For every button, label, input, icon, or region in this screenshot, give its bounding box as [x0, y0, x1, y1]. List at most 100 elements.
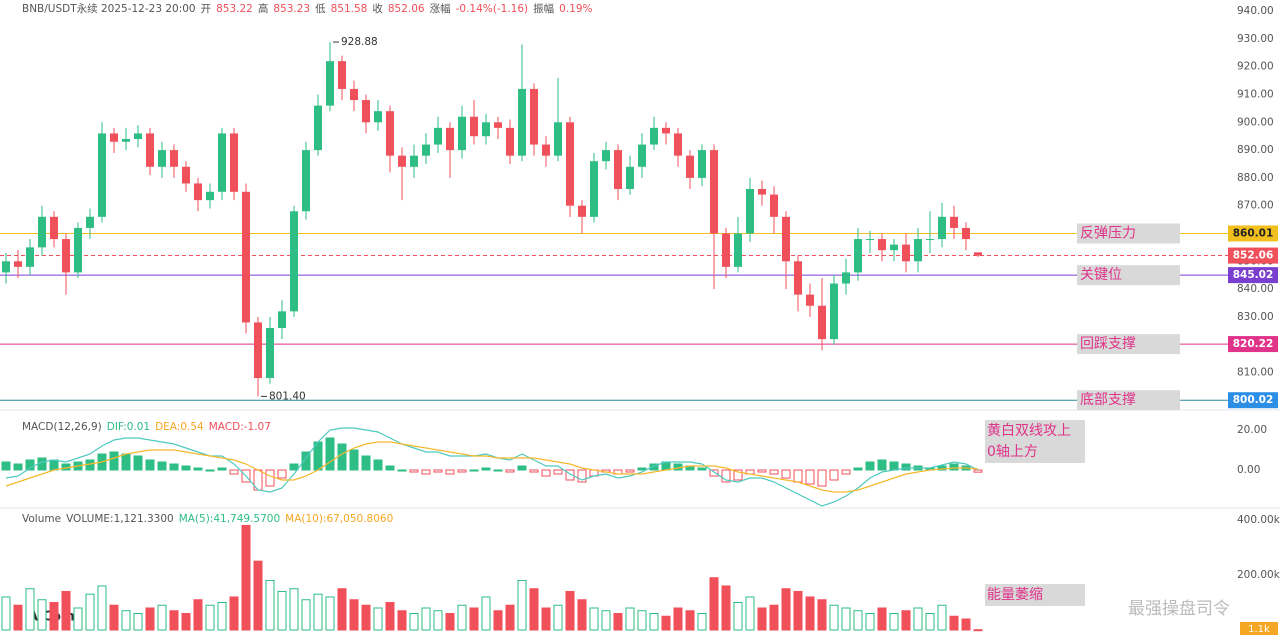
- volume-bar: [373, 607, 383, 631]
- legend-item: -0.14%(-1.16): [456, 3, 529, 15]
- macd-bar: [817, 469, 827, 487]
- volume-bar: [145, 607, 155, 631]
- volume-bar: [445, 612, 455, 631]
- macd-bar: [541, 469, 551, 477]
- candle-body: [758, 189, 766, 195]
- candle-body: [590, 161, 598, 217]
- macd-bar: [637, 467, 647, 471]
- extreme-label: 928.88: [341, 36, 378, 48]
- candle-body: [530, 88, 538, 145]
- macd-bar: [853, 467, 863, 471]
- candle-body: [794, 261, 802, 295]
- candle-body: [194, 183, 202, 201]
- volume-bar: [661, 615, 671, 631]
- legend-item: MACD(12,26,9): [22, 421, 102, 433]
- legend-item: VOLUME:1,121.3300: [66, 513, 174, 525]
- macd-bar: [49, 459, 59, 471]
- macd-bar: [517, 465, 527, 471]
- volume-bar: [901, 610, 911, 631]
- macd-bar: [121, 453, 131, 471]
- volume-bar: [949, 615, 959, 631]
- macd-bar: [1, 461, 11, 471]
- volume-bar: [937, 604, 947, 631]
- y-tick-label: 400.00k: [1237, 514, 1280, 526]
- annotation-box: [985, 584, 1085, 606]
- macd-bar: [433, 469, 443, 473]
- volume-bar: [769, 604, 779, 631]
- volume-bar: [481, 596, 491, 631]
- level-label: 820.22: [1233, 338, 1274, 350]
- volume-bar: [817, 599, 827, 631]
- candle-body: [878, 239, 886, 251]
- candle-body: [14, 261, 22, 267]
- volume-bar: [853, 610, 863, 631]
- candle-body: [362, 100, 370, 123]
- macd-bar: [445, 469, 455, 475]
- candle-body: [650, 127, 658, 145]
- dea-line: [5, 441, 979, 493]
- volume-bar: [349, 599, 359, 631]
- volume-bar: [1, 596, 11, 631]
- candle-body: [314, 105, 322, 151]
- level-label: 800.02: [1233, 394, 1274, 406]
- candle-body: [770, 194, 778, 217]
- candle-body: [566, 122, 574, 206]
- level-note: 底部支撑: [1080, 392, 1136, 408]
- macd-bar: [133, 455, 143, 471]
- candle-body: [86, 216, 94, 228]
- macd-bar: [169, 463, 179, 471]
- macd-bar: [973, 469, 983, 473]
- candle-body: [158, 150, 166, 167]
- volume-bar: [265, 579, 275, 631]
- candle-body: [854, 239, 862, 273]
- macd-bar: [25, 459, 35, 471]
- y-tick-label: 900.00: [1237, 116, 1274, 128]
- macd-bar: [181, 465, 191, 471]
- candle-body: [410, 155, 418, 167]
- macd-bar: [409, 469, 419, 473]
- volume-bar: [421, 607, 431, 631]
- volume-bar: [613, 612, 623, 631]
- level-note-box: [1077, 265, 1180, 286]
- legend-item: 低: [315, 2, 326, 15]
- macd-bar: [841, 469, 851, 475]
- volume-bar: [913, 607, 923, 631]
- legend: MACD(12,26,9) DIF:0.01 DEA:0.54 MACD:-1.07: [22, 421, 271, 433]
- candle-body: [110, 133, 118, 142]
- macd-bar: [565, 469, 575, 481]
- macd-bar: [901, 463, 911, 471]
- candle-body: [938, 216, 946, 240]
- candle-body: [350, 88, 358, 101]
- level-label-box: [1228, 392, 1278, 409]
- volume-bar: [181, 612, 191, 631]
- volume-bar: [685, 610, 695, 631]
- y-tick-label: 810.00: [1237, 366, 1274, 378]
- legend: Volume VOLUME:1,121.3300 MA(5):41,749.5700…: [22, 513, 393, 525]
- candle-body: [26, 247, 34, 267]
- current-volume-box: [1240, 622, 1278, 635]
- macd-bar: [697, 467, 707, 471]
- candle-body: [626, 166, 634, 190]
- legend-item: 振幅: [533, 2, 554, 15]
- candle-body: [122, 138, 130, 142]
- level-note-box: [1077, 223, 1180, 244]
- candle-body: [614, 150, 622, 190]
- volume-bar: [961, 618, 971, 631]
- y-tick-label: 890.00: [1237, 144, 1274, 156]
- macd-bar: [649, 463, 659, 471]
- macd-bar: [217, 467, 227, 471]
- macd-bar: [877, 459, 887, 471]
- candle-body: [398, 155, 406, 167]
- macd-bar: [13, 463, 23, 471]
- legend-item: 852.06: [388, 3, 425, 15]
- volume-bar: [325, 596, 335, 631]
- candle-body: [914, 239, 922, 262]
- volume-bar: [301, 599, 311, 631]
- level-label: 845.02: [1233, 269, 1274, 281]
- volume-bar: [469, 607, 479, 631]
- volume-bar: [169, 610, 179, 631]
- volume-bar: [553, 604, 563, 631]
- candle-body: [446, 127, 454, 151]
- macd-bar: [373, 459, 383, 471]
- candle-body: [206, 191, 214, 201]
